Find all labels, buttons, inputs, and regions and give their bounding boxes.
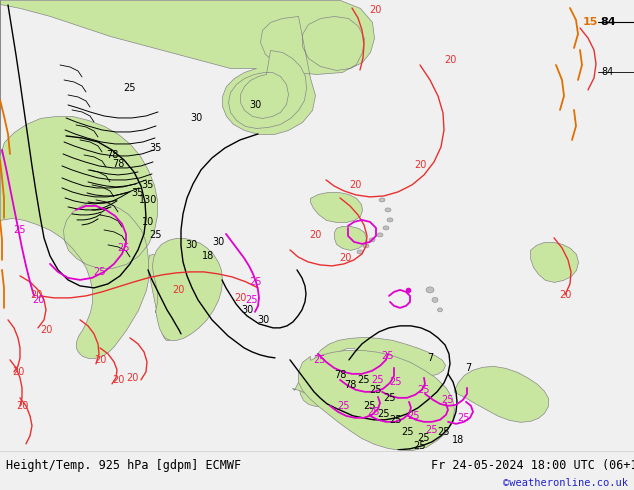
- Ellipse shape: [383, 226, 389, 230]
- Text: 30: 30: [190, 113, 202, 123]
- Text: Height/Temp. 925 hPa [gdpm] ECMWF: Height/Temp. 925 hPa [gdpm] ECMWF: [6, 460, 242, 472]
- Text: 25: 25: [368, 407, 380, 417]
- Text: 25: 25: [358, 375, 370, 385]
- Text: 25: 25: [442, 395, 454, 405]
- Text: 25: 25: [118, 243, 130, 253]
- Text: 25: 25: [378, 409, 391, 419]
- Text: 18: 18: [202, 251, 214, 261]
- Ellipse shape: [432, 297, 438, 302]
- Ellipse shape: [363, 244, 369, 248]
- Text: 25: 25: [402, 427, 414, 437]
- Text: 25: 25: [384, 393, 396, 403]
- Text: 25: 25: [407, 411, 419, 421]
- Text: 84: 84: [600, 17, 616, 27]
- Text: 10: 10: [142, 217, 154, 227]
- Text: 20: 20: [234, 293, 246, 303]
- Ellipse shape: [369, 238, 375, 242]
- Text: ©weatheronline.co.uk: ©weatheronline.co.uk: [503, 478, 628, 488]
- Text: 78: 78: [106, 150, 118, 160]
- Ellipse shape: [437, 308, 443, 312]
- Text: 84: 84: [602, 67, 614, 77]
- Text: 25: 25: [370, 385, 382, 395]
- Ellipse shape: [377, 233, 383, 237]
- Text: 30: 30: [249, 100, 261, 110]
- Text: 25: 25: [437, 427, 450, 437]
- Text: 20: 20: [309, 230, 321, 240]
- Text: 20: 20: [32, 295, 44, 305]
- Text: 35: 35: [142, 180, 154, 190]
- Text: 30: 30: [212, 237, 224, 247]
- Text: 25: 25: [414, 441, 426, 451]
- Text: 15: 15: [582, 17, 598, 27]
- Text: 25: 25: [124, 83, 136, 93]
- Text: 25: 25: [14, 225, 26, 235]
- Text: 30: 30: [241, 305, 253, 315]
- Text: Fr 24-05-2024 18:00 UTC (06+12): Fr 24-05-2024 18:00 UTC (06+12): [431, 460, 634, 472]
- Text: 20: 20: [40, 325, 52, 335]
- Text: 25: 25: [246, 295, 258, 305]
- Text: 25: 25: [390, 415, 402, 425]
- Text: 30: 30: [185, 240, 197, 250]
- Text: 25: 25: [458, 413, 470, 423]
- Text: 78: 78: [344, 380, 356, 390]
- Text: 25: 25: [149, 230, 161, 240]
- Text: 30: 30: [257, 315, 269, 325]
- Text: 20: 20: [126, 373, 138, 383]
- Text: 25: 25: [249, 277, 261, 287]
- Ellipse shape: [385, 208, 391, 212]
- Text: 25: 25: [338, 401, 350, 411]
- Text: 35: 35: [149, 143, 161, 153]
- Text: 20: 20: [12, 367, 24, 377]
- Text: 25: 25: [382, 351, 394, 361]
- Text: 25: 25: [372, 375, 384, 385]
- Text: 25: 25: [426, 425, 438, 435]
- Text: 20: 20: [94, 355, 106, 365]
- Text: 20: 20: [369, 5, 381, 15]
- Text: 25: 25: [418, 433, 430, 443]
- Text: 25: 25: [389, 377, 401, 387]
- Text: 20: 20: [30, 290, 42, 300]
- Text: 25: 25: [94, 267, 107, 277]
- Text: 20: 20: [559, 290, 571, 300]
- Text: 7: 7: [465, 363, 471, 373]
- Text: 25: 25: [364, 401, 376, 411]
- Text: 20: 20: [112, 375, 124, 385]
- Text: 35: 35: [132, 188, 144, 198]
- Text: 78: 78: [112, 159, 124, 169]
- Text: 25: 25: [314, 355, 327, 365]
- Text: 20: 20: [414, 160, 426, 170]
- Text: 20: 20: [172, 285, 184, 295]
- Ellipse shape: [357, 250, 363, 254]
- Text: 7: 7: [427, 353, 433, 363]
- Text: 20: 20: [16, 401, 28, 411]
- Text: 25: 25: [418, 385, 430, 395]
- Text: 20: 20: [339, 253, 351, 263]
- Text: 20: 20: [349, 180, 361, 190]
- Text: 20: 20: [444, 55, 456, 65]
- Ellipse shape: [379, 198, 385, 202]
- Text: 18: 18: [452, 435, 464, 445]
- Text: 130: 130: [139, 195, 157, 205]
- Ellipse shape: [426, 287, 434, 293]
- Text: 78: 78: [334, 370, 346, 380]
- Ellipse shape: [387, 218, 393, 222]
